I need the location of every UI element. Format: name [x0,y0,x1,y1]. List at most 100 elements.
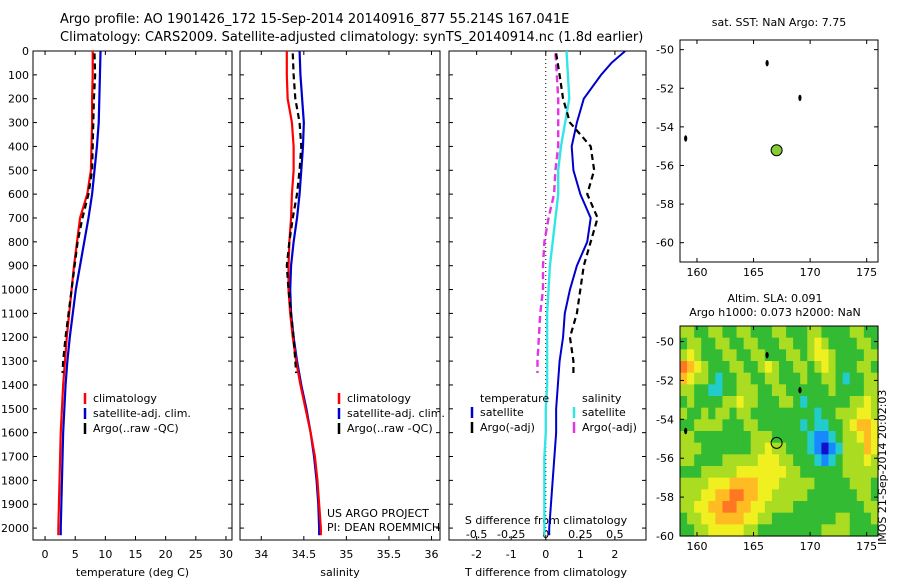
sla-heatmap-cell [828,349,837,362]
sla-heatmap-cell [757,524,766,537]
sla-heatmap-cell [708,512,716,525]
sla-heatmap-cell [835,407,844,420]
sla-heatmap-cell [786,337,794,350]
sla-heatmap-cell [736,361,745,374]
sla-heatmap-cell [701,419,709,432]
sla-heatmap-cell [680,349,688,362]
sla-heatmap-cell [828,372,837,385]
sla-heatmap-cell [757,372,766,385]
sla-heatmap-cell [771,361,780,374]
sla-heatmap-cell [849,384,858,397]
sla-heatmap-cell [729,384,738,397]
sla-heatmap-cell [743,466,752,479]
depth-tick-label: 900 [8,260,29,273]
sla-heatmap-cell [849,349,858,362]
sal-diff-axis-label: S difference from climatology [465,514,628,527]
depth-tick-label: 1500 [1,403,29,416]
sla-heatmap-cell [821,407,830,420]
depth-tick-label: 800 [8,236,29,249]
sla-heatmap-cell [828,407,837,420]
sla-heatmap-cell [687,396,695,409]
depth-tick-label: 600 [8,188,29,201]
sla-heatmap-cell [814,407,823,420]
sal-diff-tick-label: 0.25 [568,528,593,541]
sla-heatmap-cell [701,337,709,350]
sla-heatmap-cell [743,489,752,502]
sla-heatmap-cell [849,326,858,339]
sla-heatmap-cell [694,384,702,397]
sla-heatmap-cell [757,442,766,455]
salinity-argo-line [285,53,303,374]
sla-heatmap-cell [779,454,787,467]
sla-heatmap-cell [764,466,773,479]
sla-heatmap-cell [842,419,851,432]
sla-heatmap-cell [779,512,787,525]
sla-heatmap-cell [863,454,872,467]
sla-heatmap-cell [757,512,766,525]
sla-heatmap-cell [729,466,738,479]
sla-heatmap-cell [680,419,688,432]
sla-heatmap-cell [743,501,752,514]
sla-heatmap-cell [793,349,801,362]
sla-heatmap-cell [849,419,858,432]
depth-tick-label: 1000 [1,284,29,297]
sla-heatmap-cell [849,512,858,525]
sla-heatmap-cell [856,384,865,397]
sla-heatmap-cell [849,466,858,479]
sla-heatmap-cell [849,501,858,514]
sla-heatmap-cell [736,524,745,537]
sla-heatmap-cell [835,512,844,525]
sla-map-title-line1: Altim. SLA: 0.091 [727,292,822,305]
sla-map-lon-label: 160 [686,540,707,553]
sla-heatmap-cell [842,431,851,444]
sla-heatmap-cell [694,501,702,514]
sla-heatmap-cell [736,407,745,420]
sla-heatmap-cell [722,326,731,339]
sla-map-lon-label: 175 [856,540,877,553]
sla-heatmap-cell [743,337,752,350]
sla-heatmap-cell [786,419,794,432]
sla-heatmap-cell [708,396,716,409]
sst-map-lat-label: -58 [656,198,674,211]
sla-heatmap-cell [856,349,865,362]
sla-heatmap-cell [729,454,738,467]
sla-heatmap-cell [708,431,716,444]
sla-heatmap-cell [856,407,865,420]
sla-heatmap-cell [729,501,738,514]
sla-heatmap-cell [779,349,787,362]
sla-heatmap-cell [821,466,830,479]
sla-heatmap-cell [807,501,815,514]
sla-heatmap-cell [842,442,851,455]
sla-heatmap-cell [750,477,759,490]
sla-heatmap-cell [800,396,808,409]
temp-diff-axis-label: T difference from climatology [464,566,627,579]
sla-heatmap-cell [771,466,780,479]
sla-heatmap-cell [793,489,801,502]
sla-heatmap-cell [849,489,858,502]
sla-heatmap-cell [842,512,851,525]
sla-heatmap-cell [779,466,787,479]
difference-legend-entry: satellite [582,406,626,419]
sla-heatmap-cell [793,407,801,420]
sla-heatmap-cell [743,442,752,455]
sla-heatmap-cell [750,372,759,385]
sla-heatmap-cell [694,512,702,525]
sla-heatmap-cell [842,477,851,490]
sla-heatmap-cell [757,384,766,397]
sla-heatmap-cell [800,466,808,479]
sla-heatmap-cell [856,501,865,514]
sla-heatmap-cell [771,489,780,502]
sla-heatmap-cell [779,442,787,455]
sla-heatmap-cell [694,349,702,362]
difference-legend-entry: satellite [480,406,524,419]
sla-heatmap-cell [863,419,872,432]
sla-map-island-marker [765,351,769,359]
sla-heatmap-cell [771,419,780,432]
sla-heatmap-cell [687,419,695,432]
sla-heatmap-cell [701,361,709,374]
sla-heatmap-cell [736,512,745,525]
sla-heatmap-cell [736,501,745,514]
sla-heatmap-cell [807,489,815,502]
sla-heatmap-cell [736,466,745,479]
sla-heatmap-cell [870,407,879,420]
